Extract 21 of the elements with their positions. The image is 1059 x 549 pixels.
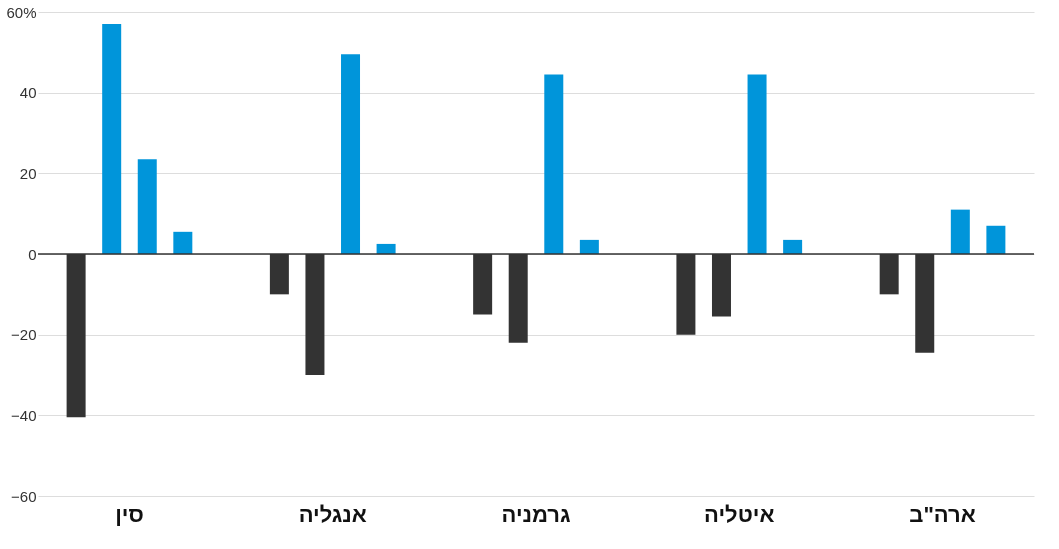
y-tick-label: −60 [11, 487, 37, 505]
bar [173, 231, 193, 254]
x-tick-label: סין [115, 501, 144, 527]
x-tick-label: איטליה [704, 501, 775, 527]
bar [137, 159, 157, 254]
bar [747, 74, 767, 254]
y-tick-label: −20 [11, 326, 37, 344]
x-tick-label: גרמניה [501, 501, 571, 527]
bar [950, 209, 970, 254]
y-tick-label: 0 [28, 245, 37, 263]
bar [341, 54, 361, 254]
y-tick-label: 40 [19, 84, 37, 102]
bar [783, 239, 803, 254]
x-tick-label: אנגליה [298, 501, 367, 527]
bar [544, 74, 564, 254]
bar [579, 239, 599, 254]
y-tick-label: −40 [11, 406, 37, 424]
y-tick-label: 60% [6, 3, 37, 21]
bar [986, 225, 1006, 254]
y-tick-label: 20 [19, 164, 37, 182]
x-tick-label: ארה"ב [909, 501, 976, 527]
